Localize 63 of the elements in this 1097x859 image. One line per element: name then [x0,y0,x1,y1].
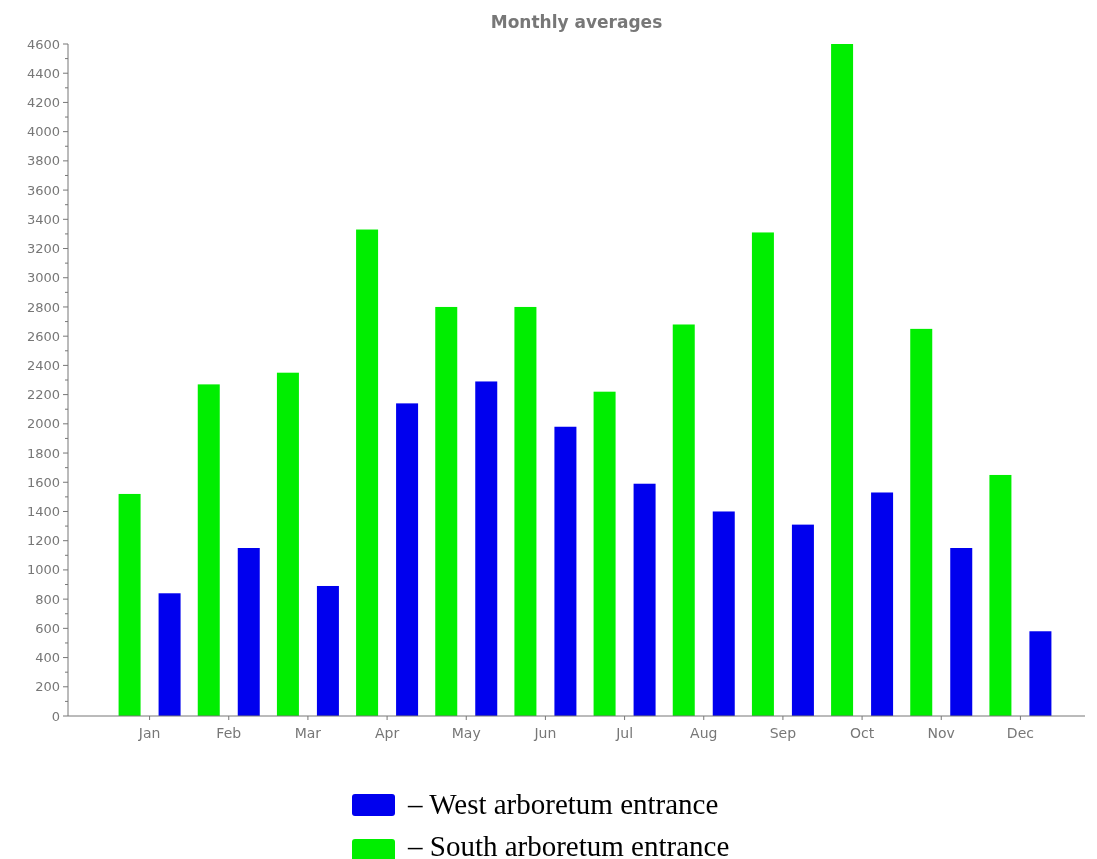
bar [633,483,656,716]
chart-title: Monthly averages [490,12,663,32]
legend-label: – West arboretum entrance [407,788,719,820]
y-tick-label: 2800 [26,299,60,315]
bar [989,474,1012,716]
y-tick-label: 0 [51,708,60,724]
y-tick-label: 3800 [26,153,60,169]
x-tick-label: Dec [1006,725,1034,741]
bar [950,548,973,716]
bar [197,384,220,716]
y-tick-label: 3400 [26,211,60,227]
y-tick-label: 4000 [26,124,60,140]
y-tick-label: 2000 [26,416,60,432]
bar [751,232,774,716]
y-tick-label: 1000 [26,562,60,578]
y-tick-label: 200 [35,679,60,695]
y-tick-label: 400 [35,650,60,666]
bar [712,511,735,716]
y-tick-label: 3600 [26,182,60,198]
bar [1029,631,1052,716]
bar [475,381,498,716]
bar [871,492,894,716]
x-tick-label: Feb [216,725,242,741]
bar [276,372,299,716]
y-tick-label: 2200 [26,387,60,403]
x-tick-label: Oct [849,725,875,741]
bar [237,548,260,716]
bar [554,426,577,716]
bar [831,44,854,716]
y-tick-label: 3200 [26,241,60,257]
x-tick-label: Nov [927,725,955,741]
y-tick-label: 1600 [26,474,60,490]
legend-label: – South arboretum entrance [407,830,730,859]
bar [158,593,181,716]
y-tick-label: 800 [35,591,60,607]
x-tick-label: Aug [690,725,718,741]
bar [514,306,537,716]
x-tick-label: Jul [615,725,634,741]
y-tick-label: 1800 [26,445,60,461]
x-tick-label: Apr [374,725,400,741]
y-tick-label: 1200 [26,533,60,549]
bar [791,524,814,716]
y-tick-label: 1400 [26,504,60,520]
y-tick-label: 3000 [26,270,60,286]
y-tick-label: 4400 [26,65,60,81]
x-tick-label: Sep [769,725,797,741]
bar [435,306,458,716]
y-tick-label: 2600 [26,328,60,344]
bar [356,229,379,716]
bar [316,585,339,716]
y-tick-label: 2400 [26,357,60,373]
x-tick-label: Jun [533,725,557,741]
bar [118,493,141,716]
x-tick-label: Jan [137,725,161,741]
y-tick-label: 4200 [26,94,60,110]
bar [593,391,616,716]
bar [910,328,933,716]
x-tick-label: Mar [294,725,322,741]
bar [672,324,695,716]
y-tick-label: 4600 [26,36,60,52]
x-tick-label: May [451,725,481,741]
y-tick-label: 600 [35,620,60,636]
bar [396,403,419,716]
